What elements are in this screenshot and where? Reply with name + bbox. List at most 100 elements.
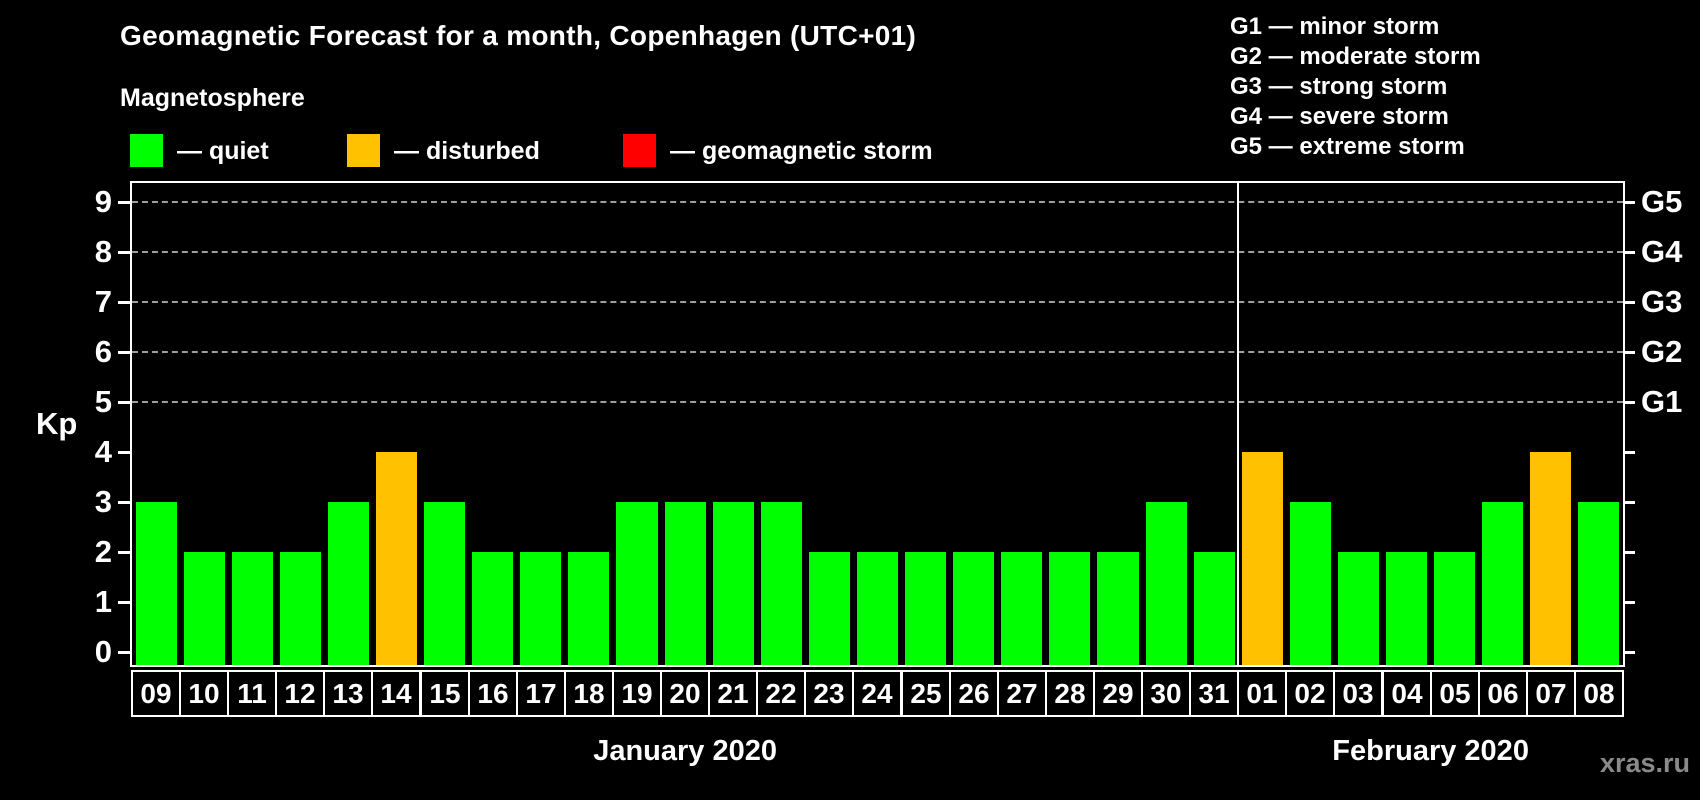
storm-scale-line: G5 — extreme storm [1230, 133, 1465, 160]
date-cell: 14 [371, 670, 421, 717]
storm-scale-line: G1 — minor storm [1230, 13, 1440, 40]
gridline-kp8 [132, 251, 1623, 253]
date-cell: 02 [1285, 670, 1335, 717]
date-cell: 08 [1574, 670, 1624, 717]
kp-axis-tick [118, 401, 130, 404]
kp-axis-tick [118, 651, 130, 654]
bar [1001, 552, 1043, 665]
kp-axis-tick [118, 351, 130, 354]
bar [375, 452, 418, 665]
plot-inner [132, 183, 1623, 665]
g-axis-tick [1623, 201, 1635, 204]
date-cell: 17 [516, 670, 566, 717]
date-cell: 01 [1237, 670, 1287, 717]
date-cell: 04 [1382, 670, 1432, 717]
storm-scale-legend: G1 — minor storm G2 — moderate storm G3 — … [1230, 12, 1481, 162]
date-cell: 15 [420, 670, 470, 717]
bar [953, 552, 995, 665]
date-cell: 09 [131, 670, 181, 717]
bar [664, 502, 706, 665]
date-cell: 13 [323, 670, 373, 717]
bar [327, 502, 369, 665]
date-cell: 16 [468, 670, 518, 717]
storm-swatch-icon [623, 134, 656, 167]
bar [1337, 552, 1379, 665]
storm-scale-line: G2 — moderate storm [1230, 43, 1481, 70]
storm-scale-line: G3 — strong storm [1230, 73, 1448, 100]
kp-axis-tick-label: 9 [94, 184, 112, 219]
bar [279, 552, 321, 665]
g-axis-label: G4 [1641, 234, 1683, 269]
legend-item-quiet: — quiet [130, 134, 269, 168]
date-cell: 22 [756, 670, 806, 717]
bar [1289, 502, 1331, 665]
g-axis-label: G1 [1641, 384, 1683, 419]
bar [183, 552, 225, 665]
date-cell: 07 [1526, 670, 1576, 717]
bar [520, 552, 562, 665]
gridline-kp7 [132, 301, 1623, 303]
date-cell: 28 [1045, 670, 1095, 717]
date-cell: 06 [1478, 670, 1528, 717]
date-cell: 31 [1189, 670, 1239, 717]
kp-axis-tick [118, 201, 130, 204]
g-axis-tick [1623, 401, 1635, 404]
date-cell: 12 [275, 670, 325, 717]
g-axis-tick [1623, 301, 1635, 304]
bar [1530, 452, 1572, 665]
kp-axis-tick-label: 2 [94, 534, 112, 569]
kp-axis-tick [118, 551, 130, 554]
g-axis-tick [1623, 451, 1635, 454]
date-cell: 10 [179, 670, 229, 717]
kp-axis-tick-label: 5 [94, 384, 112, 419]
bar [712, 502, 754, 665]
bar [1482, 502, 1524, 665]
legend-item-label: — quiet [177, 137, 269, 165]
date-cell: 21 [708, 670, 758, 717]
date-cell: 11 [227, 670, 277, 717]
month-label: February 2020 [1332, 735, 1529, 767]
kp-axis-tick-label: 6 [94, 334, 112, 369]
date-cell: 30 [1141, 670, 1191, 717]
kp-axis-tick [118, 451, 130, 454]
g-axis-tick [1623, 651, 1635, 654]
g-axis-label: G3 [1641, 284, 1683, 319]
bar [1049, 552, 1091, 665]
month-label: January 2020 [593, 735, 778, 767]
kp-axis-tick-label: 1 [94, 584, 112, 619]
g-axis-label: G5 [1641, 184, 1683, 219]
g-axis-label: G2 [1641, 334, 1683, 369]
bar [1097, 552, 1139, 665]
bar [424, 502, 466, 665]
kp-axis-tick-label: 3 [94, 484, 112, 519]
bar [231, 552, 273, 665]
bar [1145, 502, 1187, 665]
date-cell: 25 [901, 670, 951, 717]
bar [472, 552, 514, 665]
g-axis-tick [1623, 351, 1635, 354]
gridline-kp6 [132, 351, 1623, 353]
g-axis-tick [1623, 601, 1635, 604]
legend-item-disturbed: — disturbed [347, 134, 540, 168]
kp-axis-tick [118, 601, 130, 604]
g-axis-tick [1623, 551, 1635, 554]
date-cell: 27 [997, 670, 1047, 717]
kp-axis-tick-label: 7 [94, 284, 112, 319]
legend-item-storm: — geomagnetic storm [623, 134, 933, 168]
kp-axis-tick [118, 501, 130, 504]
legend-item-label: — geomagnetic storm [670, 137, 933, 165]
date-cell: 23 [804, 670, 854, 717]
bar [1193, 552, 1235, 665]
page-title: Geomagnetic Forecast for a month, Copenh… [120, 20, 917, 51]
bar [1578, 502, 1620, 665]
bar [616, 502, 658, 665]
bar [1386, 552, 1428, 665]
gridline-kp5 [132, 401, 1623, 403]
kp-axis-title: Kp [36, 406, 78, 441]
kp-axis-tick-label: 0 [94, 634, 112, 669]
kp-axis-tick [118, 251, 130, 254]
date-cell: 03 [1333, 670, 1383, 717]
kp-axis-tick-label: 4 [94, 434, 112, 469]
bar [905, 552, 947, 665]
